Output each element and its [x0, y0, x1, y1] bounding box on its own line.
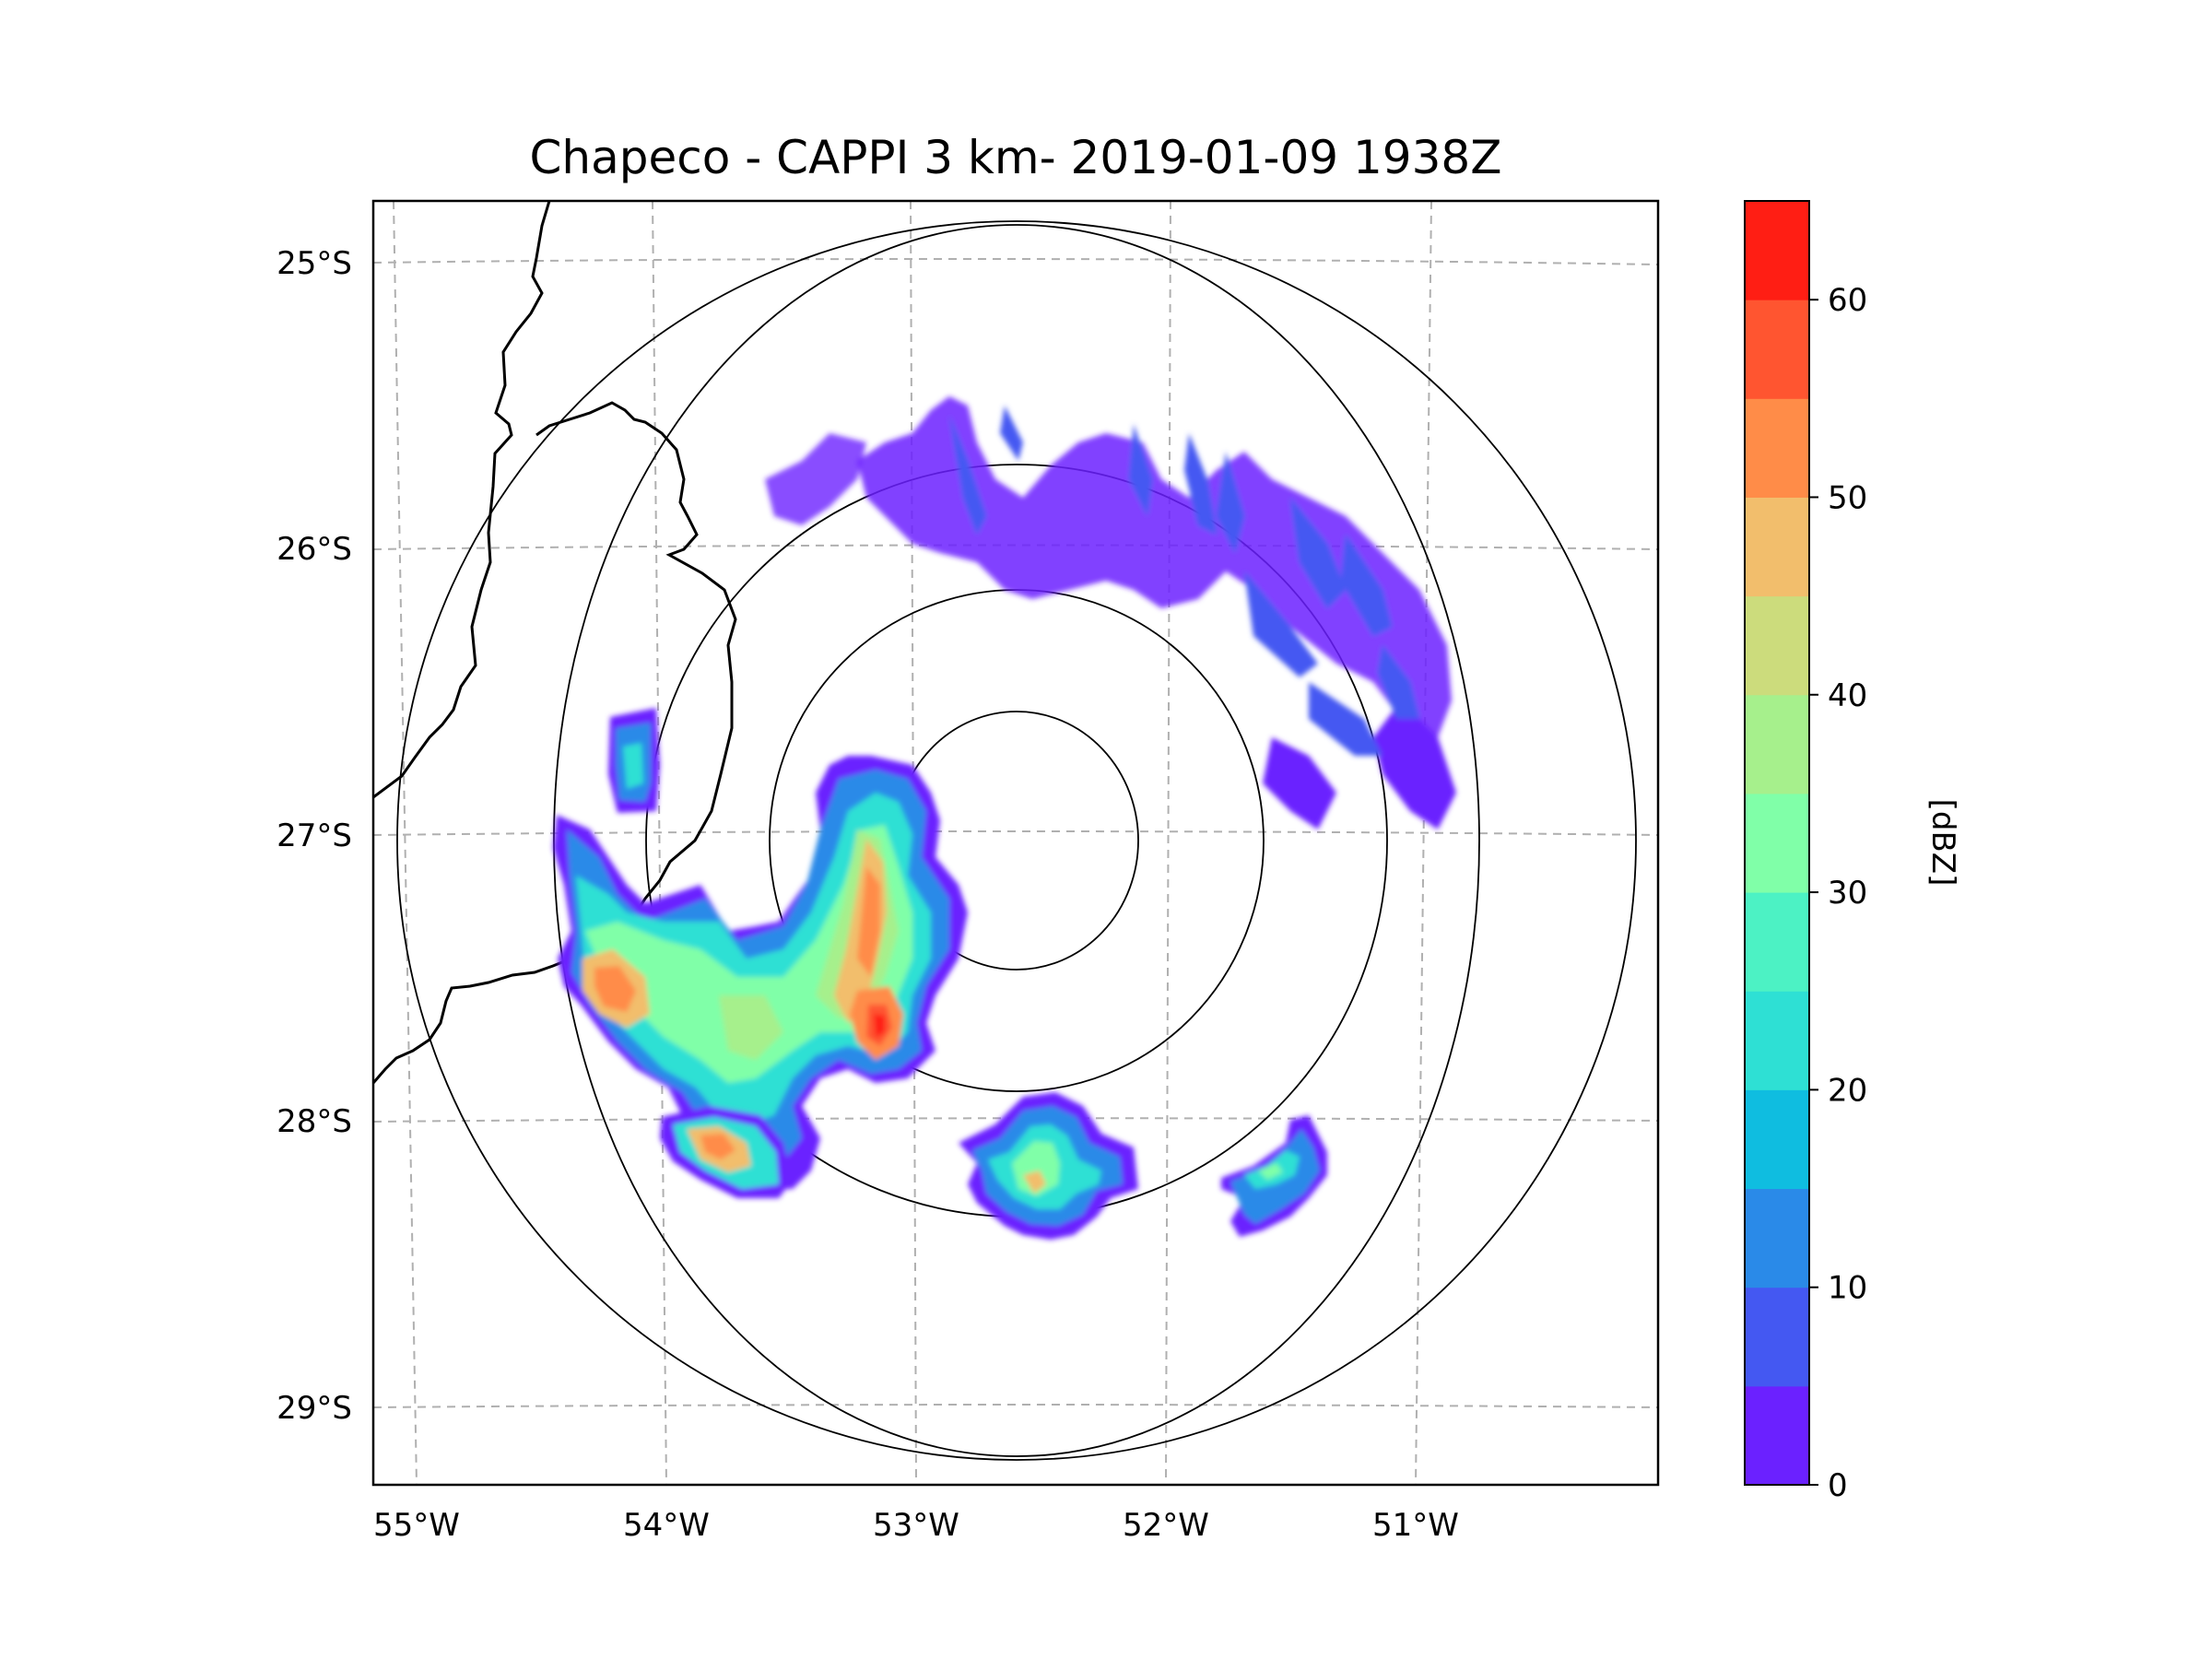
colorbar-ticks: 0 10 20 30 40 50 60	[1809, 282, 1867, 1504]
y-tick-label: 27°S	[276, 818, 352, 854]
colorbar-level-12	[1745, 201, 1809, 300]
colorbar-frame	[1744, 200, 1810, 1486]
colorbar-level-10	[1745, 398, 1809, 498]
colorbar	[1745, 201, 1809, 1486]
colorbar-level-1	[1745, 1287, 1809, 1387]
colorbar-tick-label: 60	[1828, 282, 1867, 319]
colorbar-level-4	[1745, 991, 1809, 1090]
x-tick-label: 51°W	[1372, 1507, 1459, 1544]
y-tick-label: 29°S	[276, 1390, 352, 1427]
colorbar-level-6	[1745, 793, 1809, 893]
colorbar-level-5	[1745, 892, 1809, 992]
colorbar-label: [dBZ]	[1924, 799, 1961, 887]
colorbar-level-8	[1745, 595, 1809, 696]
x-tick-labels: 55°W 54°W 53°W 52°W 51°W	[373, 1507, 1459, 1544]
colorbar-level-2	[1745, 1188, 1809, 1288]
colorbar-level-7	[1745, 694, 1809, 794]
political-borders	[373, 201, 737, 1084]
gridlines	[373, 201, 1658, 1485]
colorbar-tick-label: 0	[1828, 1467, 1848, 1504]
y-tick-label: 25°S	[276, 245, 352, 282]
y-tick-labels: 25°S 26°S 27°S 28°S 29°S	[276, 245, 352, 1427]
colorbar-level-9	[1745, 497, 1809, 597]
colorbar-tick-label: 40	[1828, 677, 1867, 714]
colorbar-tick-label: 50	[1828, 479, 1867, 516]
x-tick-label: 55°W	[373, 1507, 460, 1544]
colorbar-tick-label: 20	[1828, 1072, 1867, 1109]
colorbar-tick-label: 30	[1828, 875, 1867, 912]
radar-echoes	[553, 396, 1456, 1240]
x-tick-label: 53°W	[873, 1507, 959, 1544]
y-tick-label: 26°S	[276, 531, 352, 568]
y-tick-label: 28°S	[276, 1103, 352, 1140]
x-tick-label: 54°W	[623, 1507, 710, 1544]
chart-title: Chapeco - CAPPI 3 km- 2019-01-09 1938Z	[530, 131, 1502, 184]
colorbar-level-0	[1745, 1385, 1809, 1486]
colorbar-level-11	[1745, 300, 1809, 399]
map-frame	[371, 199, 1660, 1487]
x-tick-label: 52°W	[1123, 1507, 1209, 1544]
colorbar-tick-label: 10	[1828, 1270, 1867, 1307]
colorbar-level-3	[1745, 1089, 1809, 1190]
